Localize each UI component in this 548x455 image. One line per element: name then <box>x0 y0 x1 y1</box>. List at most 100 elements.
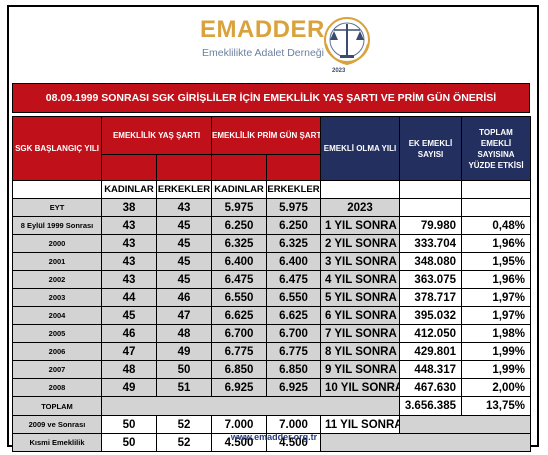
row-label: 8 Eylül 1999 Sonrası <box>12 216 102 235</box>
women-age: 47 <box>101 342 157 361</box>
retire-year: 2023 <box>320 198 400 217</box>
partial-label: Kısmi Emeklilik <box>12 433 102 452</box>
women-age: 48 <box>101 360 157 379</box>
row-label: 2001 <box>12 252 102 271</box>
women-prim: 5.975 <box>211 198 267 217</box>
men-age: 47 <box>156 306 212 325</box>
men-age: 45 <box>156 270 212 289</box>
table-row: 2008 49 51 6.925 6.925 10 YIL SONRA 467.630 2,0… <box>12 378 531 397</box>
retire-year: 1 YIL SONRA <box>320 216 400 235</box>
women-prim: 6.325 <box>211 234 267 253</box>
extra-retirees: 412.050 <box>399 324 462 343</box>
table-row: EYT 38 43 5.975 5.975 2023 <box>12 198 531 217</box>
justice-scale-icon <box>324 17 370 66</box>
percent-effect: 2,00% <box>461 378 531 397</box>
website-link[interactable]: www.emadder.org.tr <box>230 432 318 442</box>
women-age: 38 <box>101 198 157 217</box>
row-label: EYT <box>12 198 102 217</box>
percent-effect: 1,96% <box>461 234 531 253</box>
emadder-logo: EMADDER Emeklilikte Adalet Derneği 2023 <box>200 14 370 76</box>
men-age: 50 <box>156 360 212 379</box>
header-start-year: SGK BAŞLANGIÇ YILI <box>12 116 102 181</box>
percent-effect: 1,99% <box>461 360 531 379</box>
logo-tagline: Emeklilikte Adalet Derneği <box>202 47 324 59</box>
logo-year: 2023 <box>332 68 346 74</box>
header-retire-year: EMEKLİ OLMA YILI <box>320 116 400 181</box>
after-women-prim: 7.000 <box>211 415 267 434</box>
percent-effect: 1,95% <box>461 252 531 271</box>
header-extra-retirees: EK EMEKLİ SAYISI <box>399 116 462 181</box>
partial-women-prim: 4.500 <box>211 433 267 452</box>
header-age-requirement: EMEKLİLİK YAŞ ŞARTI <box>101 116 212 155</box>
extra-retirees: 348.080 <box>399 252 462 271</box>
retire-year: 3 YIL SONRA <box>320 252 400 271</box>
men-prim: 6.850 <box>266 360 321 379</box>
gender-header-blank <box>12 180 102 199</box>
table-row: 2001 43 45 6.400 6.400 3 YIL SONRA 348.080 1,95… <box>12 252 531 271</box>
women-prim: 6.250 <box>211 216 267 235</box>
header-prim-req-spacer <box>211 154 267 181</box>
row-label: 2002 <box>12 270 102 289</box>
row-label: 2008 <box>12 378 102 397</box>
men-prim: 6.625 <box>266 306 321 325</box>
table-row: 2007 48 50 6.850 6.850 9 YIL SONRA 448.317 1,99… <box>12 360 531 379</box>
row-label: 2006 <box>12 342 102 361</box>
extra-retirees: 448.317 <box>399 360 462 379</box>
men-prim: 6.700 <box>266 324 321 343</box>
header-prim-requirement: EMEKLİLİK PRİM GÜN ŞARTI <box>211 116 321 155</box>
percent-effect: 1,97% <box>461 288 531 307</box>
women-age: 49 <box>101 378 157 397</box>
men-prim: 6.475 <box>266 270 321 289</box>
header-men-age: ERKEKLER <box>156 180 212 199</box>
gender-header-row: KADINLAR ERKEKLER KADINLAR ERKEKLER <box>12 180 531 199</box>
row-label: 2005 <box>12 324 102 343</box>
row-label: 2007 <box>12 360 102 379</box>
partial-women-age: 50 <box>101 433 157 452</box>
women-age: 44 <box>101 288 157 307</box>
percent-effect: 1,98% <box>461 324 531 343</box>
header-prim-req-spacer-2 <box>266 154 321 181</box>
logo-name: EMADDER <box>200 16 325 43</box>
retire-year: 8 YIL SONRA <box>320 342 400 361</box>
percent-effect: 1,99% <box>461 342 531 361</box>
after-retire-year: 11 YIL SONRA <box>320 415 400 434</box>
gender-header-blank-4 <box>461 180 531 199</box>
after-2009-row: 2009 ve Sonrası 50 52 7.000 7.000 11 YIL… <box>12 415 531 434</box>
after-label: 2009 ve Sonrası <box>12 415 102 434</box>
men-prim: 6.775 <box>266 342 321 361</box>
subheader-row <box>13 154 531 181</box>
women-age: 45 <box>101 306 157 325</box>
row-label: 2004 <box>12 306 102 325</box>
table-row: 2006 47 49 6.775 6.775 8 YIL SONRA 429.801 1,99… <box>12 342 531 361</box>
men-age: 48 <box>156 324 212 343</box>
after-spacer <box>399 415 531 434</box>
percent-effect: 0,48% <box>461 216 531 235</box>
table-row: 2004 45 47 6.625 6.625 6 YIL SONRA 395.032 1,97… <box>12 306 531 325</box>
percent-effect: 1,97% <box>461 306 531 325</box>
men-age: 49 <box>156 342 212 361</box>
table-row: 2003 44 46 6.550 6.550 5 YIL SONRA 378.717 1,97… <box>12 288 531 307</box>
partial-men-prim: 4.500 <box>266 433 321 452</box>
extra-retirees: 395.032 <box>399 306 462 325</box>
gender-header-blank-2 <box>320 180 400 199</box>
table-row: 2002 43 45 6.475 6.475 4 YIL SONRA 363.075 1,96… <box>12 270 531 289</box>
after-men-prim: 7.000 <box>266 415 321 434</box>
women-prim: 6.925 <box>211 378 267 397</box>
men-prim: 6.325 <box>266 234 321 253</box>
men-prim: 6.250 <box>266 216 321 235</box>
women-age: 43 <box>101 216 157 235</box>
women-prim: 6.850 <box>211 360 267 379</box>
retire-year: 10 YIL SONRA <box>320 378 400 397</box>
retire-year: 9 YIL SONRA <box>320 360 400 379</box>
table-row: 8 Eylül 1999 Sonrası 43 45 6.250 6.250 1 YIL … <box>12 216 531 235</box>
header-women-age: KADINLAR <box>101 180 157 199</box>
header-age-req-spacer <box>101 154 157 181</box>
header-row: SGK BAŞLANGIÇ YILI EMEKLİLİK YAŞ ŞARTI E… <box>12 116 531 181</box>
women-prim: 6.625 <box>211 306 267 325</box>
gender-header-blank-3 <box>399 180 462 199</box>
percent-effect <box>461 198 531 217</box>
partial-spacer <box>320 433 531 452</box>
header-age-req-spacer-2 <box>156 154 212 181</box>
table-title: 08.09.1999 SONRASI SGK GİRİŞLİLER İÇİN E… <box>12 83 530 113</box>
retirement-table: SGK BAŞLANGIÇ YILI EMEKLİLİK YAŞ ŞARTI E… <box>12 116 531 452</box>
